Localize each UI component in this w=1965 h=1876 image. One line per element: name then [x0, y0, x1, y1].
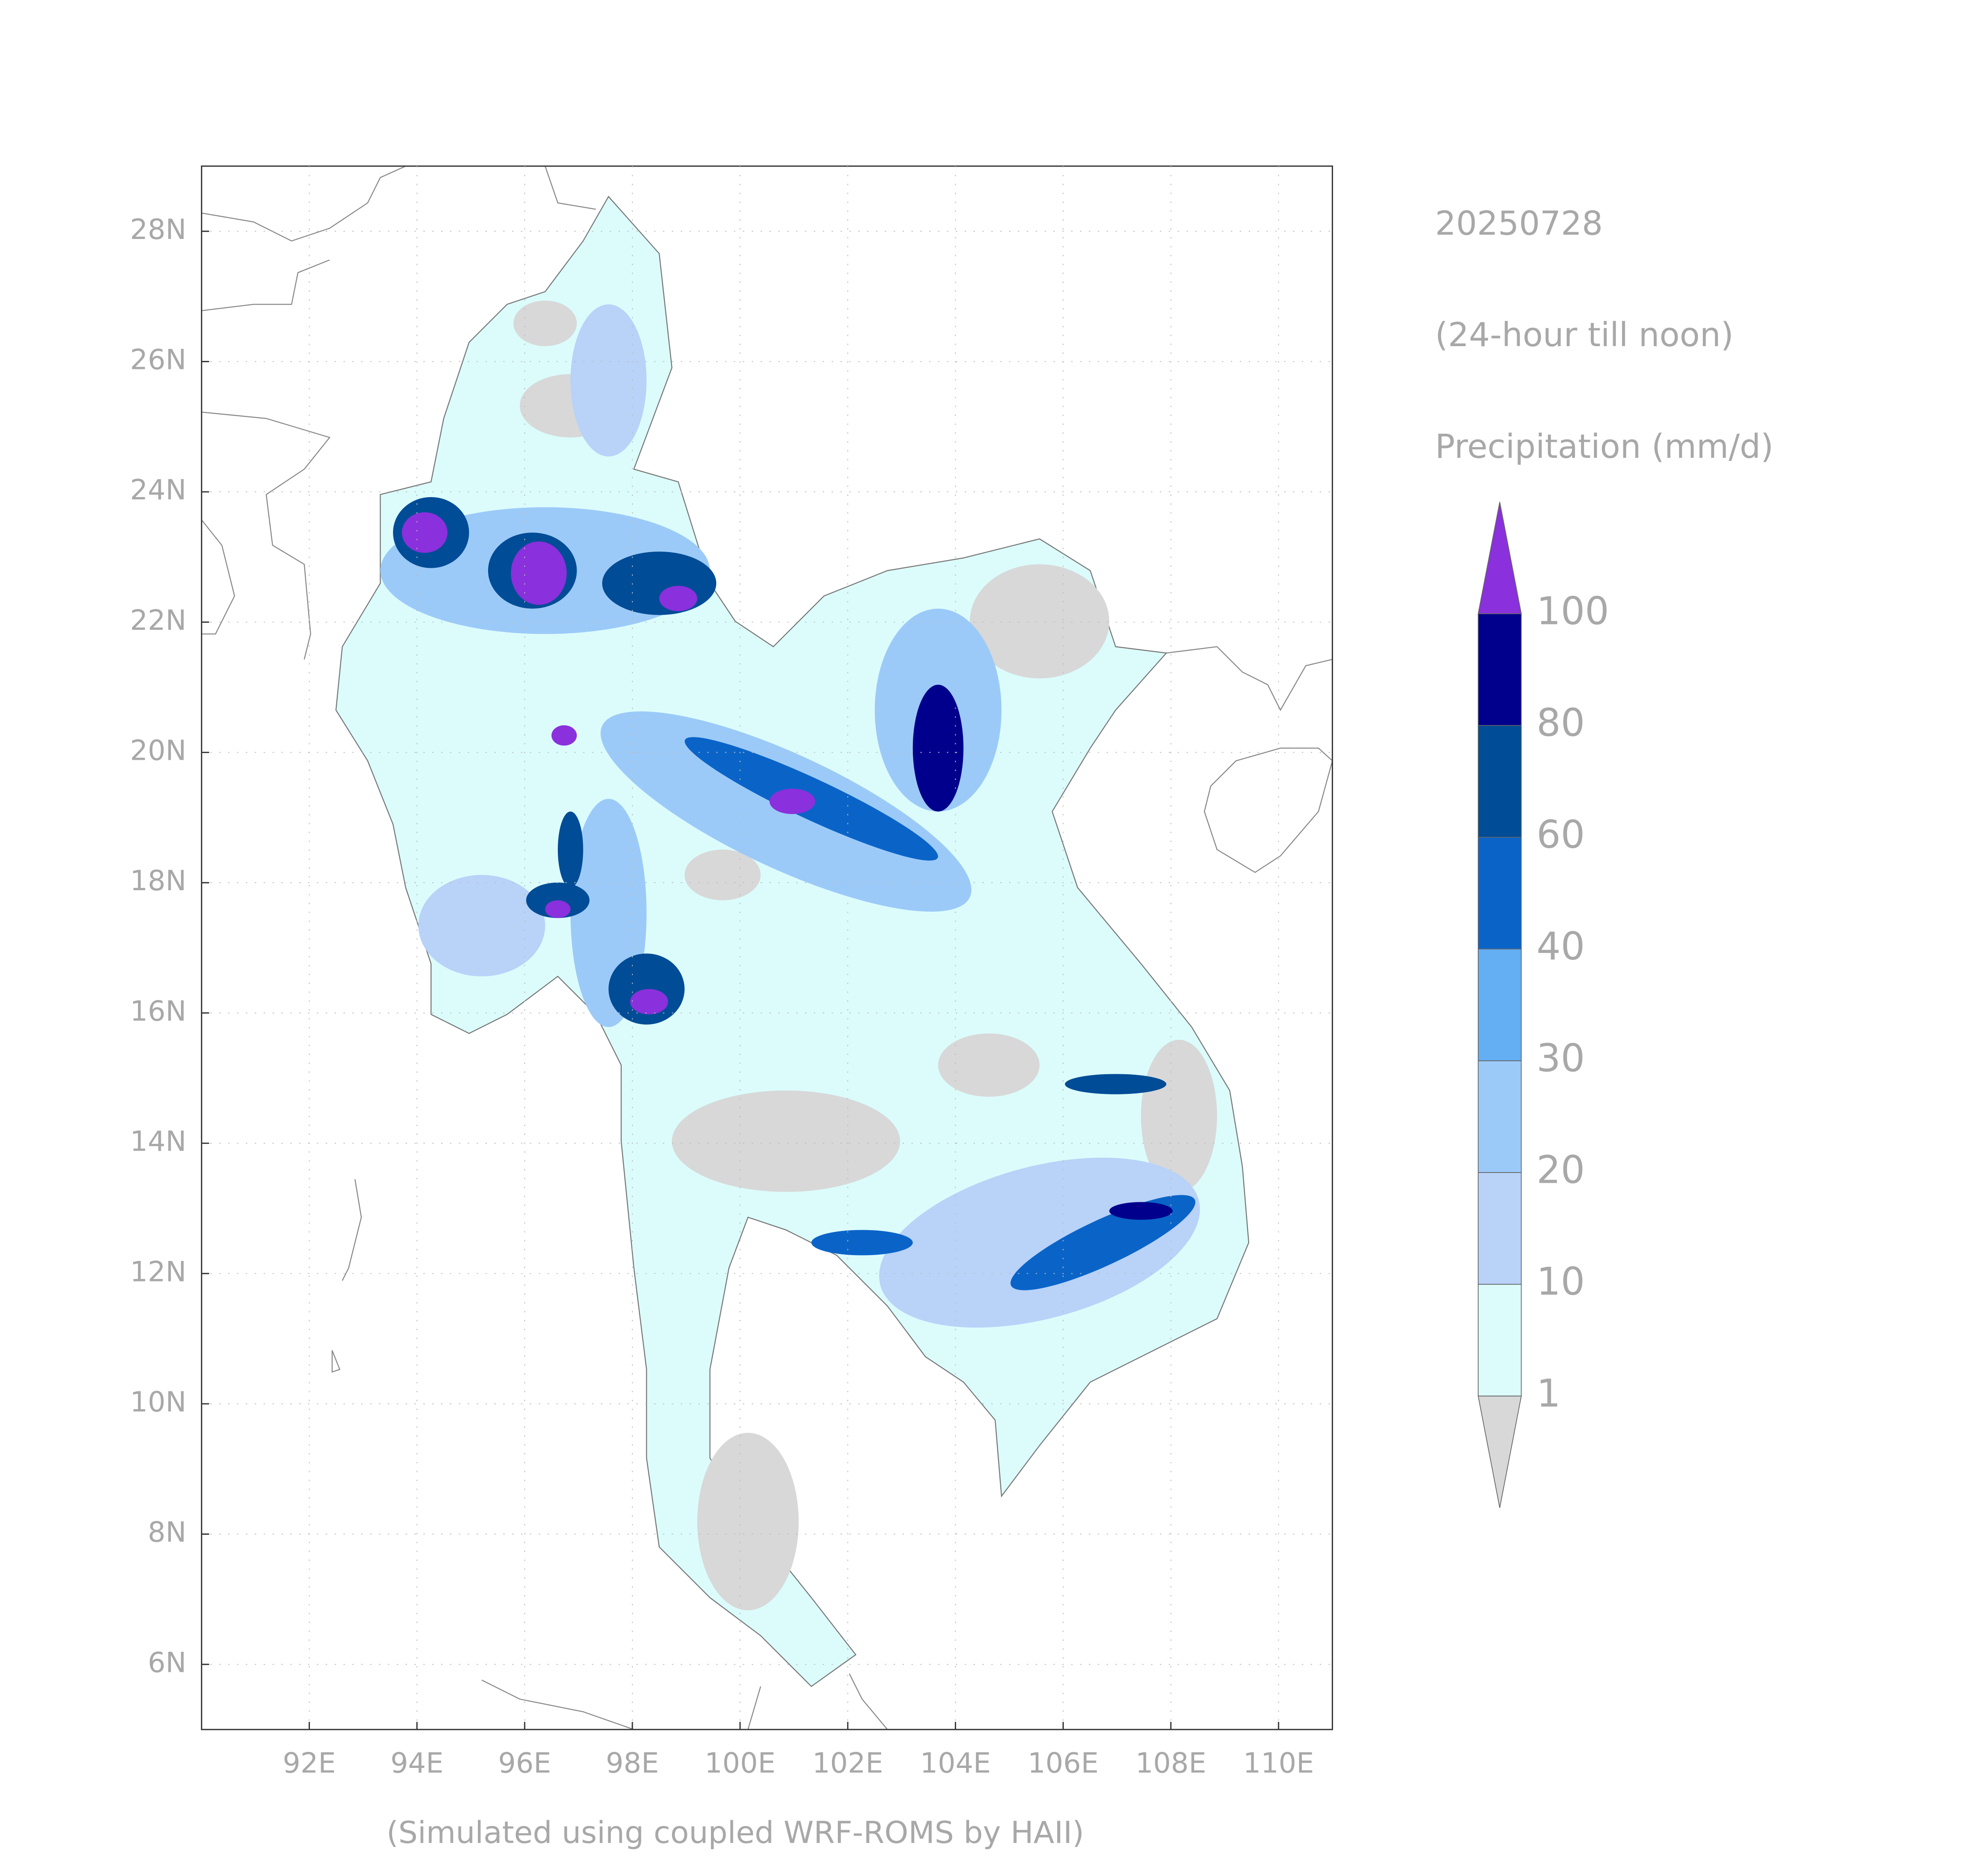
y-tick-label: 26N [130, 343, 186, 376]
x-tick-label: 110E [1243, 1747, 1314, 1780]
x-tick-label: 92E [283, 1747, 336, 1780]
y-tick-label: 12N [130, 1255, 186, 1288]
colorbar-label: 80 [1537, 701, 1585, 745]
map-area [201, 166, 1333, 1730]
y-tick-label: 24N [130, 473, 186, 506]
y-tick-label: 10N [130, 1386, 186, 1418]
colorbar-label: 40 [1537, 925, 1585, 969]
colorbar-segment [1478, 837, 1522, 950]
y-tick-label: 18N [130, 864, 186, 897]
colorbar-under [1477, 1395, 1522, 1508]
x-tick-label: 100E [705, 1747, 776, 1780]
colorbar-label: 20 [1537, 1148, 1585, 1192]
date-title: 20250728 [1435, 204, 1603, 243]
subtitle: (24-hour till noon) [1435, 316, 1733, 354]
x-tick-label: 96E [498, 1747, 551, 1780]
colorbar-segment [1478, 1060, 1522, 1173]
y-tick-label: 6N [148, 1646, 186, 1679]
colorbar-label: 30 [1537, 1036, 1585, 1080]
coastline [331, 1179, 888, 1730]
x-tick-label: 94E [390, 1747, 443, 1780]
map-frame [201, 165, 1333, 1730]
x-tick-label: 102E [812, 1747, 883, 1780]
coastline [201, 166, 596, 660]
y-tick-label: 20N [130, 734, 186, 767]
colorbar-segment [1478, 1172, 1522, 1285]
colorbar-segment [1478, 613, 1522, 726]
x-tick-label: 104E [920, 1747, 991, 1780]
colorbar-label: 100 [1537, 589, 1610, 633]
y-tick-label: 14N [130, 1125, 186, 1158]
colorbar-label: 60 [1537, 813, 1585, 857]
colorbar-segment [1478, 1284, 1522, 1397]
coastline [1166, 646, 1333, 873]
variable-label: Precipitation (mm/d) [1435, 427, 1773, 466]
x-tick-label: 108E [1135, 1747, 1206, 1780]
x-tick-label: 98E [606, 1747, 659, 1780]
y-tick-label: 22N [130, 604, 186, 636]
footnote: (Simulated using coupled WRF-ROMS by HAI… [386, 1815, 1084, 1851]
x-tick-label: 106E [1028, 1747, 1099, 1780]
colorbar-segment [1478, 948, 1522, 1061]
colorbar-segment [1478, 725, 1522, 838]
colorbar-over [1477, 502, 1522, 614]
y-tick-label: 16N [130, 995, 186, 1027]
colorbar-label: 1 [1537, 1372, 1561, 1416]
precip-field [380, 300, 1217, 1611]
colorbar-label: 10 [1537, 1260, 1585, 1304]
y-tick-label: 8N [148, 1516, 186, 1549]
y-tick-label: 28N [130, 213, 186, 246]
